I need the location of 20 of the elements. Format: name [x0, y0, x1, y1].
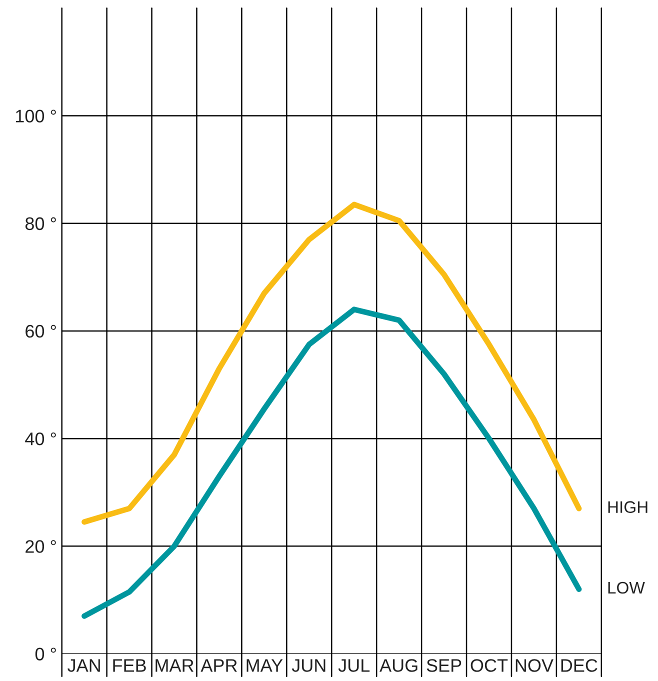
- series-label: HIGH: [608, 501, 648, 513]
- y-tick-label: 20 °: [26, 540, 56, 553]
- x-tick-label: OCT: [470, 659, 508, 672]
- y-tick-label: 80 °: [25, 217, 56, 230]
- x-tick-label: FEB: [113, 659, 146, 672]
- series-label: LOW: [608, 582, 645, 594]
- y-tick-label: 40 °: [25, 432, 56, 446]
- x-tick-label: JUL: [338, 659, 370, 672]
- x-tick-label: SEP: [426, 659, 462, 672]
- y-tick-label: 100 °: [16, 110, 56, 122]
- y-tick-label: 0 °: [35, 648, 56, 660]
- x-tick-label: JAN: [68, 659, 100, 672]
- x-tick-label: MAR: [156, 659, 194, 672]
- x-tick-label: AUG: [380, 659, 418, 672]
- x-tick-label: NOV: [516, 659, 554, 672]
- x-tick-label: MAY: [246, 659, 283, 672]
- x-tick-label: DEC: [561, 659, 598, 672]
- y-tick-label: 60 °: [26, 324, 56, 338]
- x-tick-label: APR: [200, 659, 237, 672]
- x-tick-label: JUN: [292, 659, 326, 672]
